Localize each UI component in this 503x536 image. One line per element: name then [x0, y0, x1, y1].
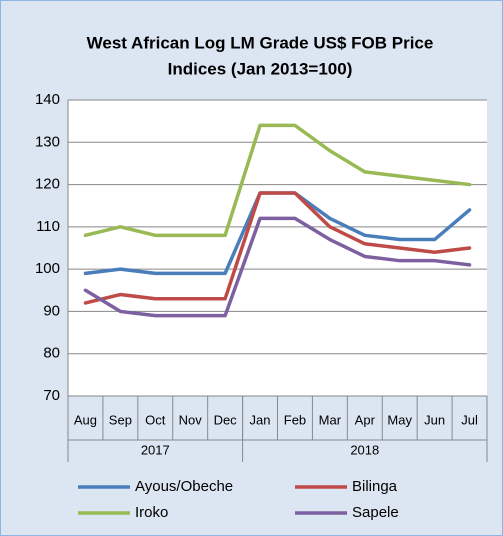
x-tick-label: Mar: [319, 412, 342, 427]
x-tick-label: Aug: [74, 412, 97, 427]
chart-title: West African Log LM Grade US$ FOB Price: [87, 33, 434, 52]
legend-label: Iroko: [135, 504, 168, 521]
x-group-label: 2018: [350, 442, 379, 457]
x-tick-label: Jul: [461, 412, 478, 427]
legend-label: Bilinga: [352, 478, 398, 495]
x-tick-label: Dec: [214, 412, 238, 427]
x-tick-label: Sep: [109, 412, 132, 427]
x-tick-label: Jun: [424, 412, 445, 427]
y-tick-label: 90: [43, 302, 60, 319]
legend-label: Sapele: [352, 504, 399, 521]
chart-title: Indices (Jan 2013=100): [168, 59, 353, 78]
x-tick-label: Feb: [284, 412, 306, 427]
x-group-label: 2017: [141, 442, 170, 457]
x-tick-label: Nov: [179, 412, 203, 427]
series-line: [83, 216, 472, 318]
x-tick-label: May: [387, 412, 412, 427]
plot-area: [68, 100, 487, 396]
series-line: [83, 191, 472, 305]
x-tick-label: Jan: [250, 412, 271, 427]
y-tick-label: 80: [43, 345, 60, 362]
x-tick-label: Oct: [145, 412, 166, 427]
legend-label: Ayous/Obeche: [135, 478, 233, 495]
series-line: [83, 123, 472, 238]
y-tick-label: 100: [35, 260, 60, 277]
y-tick-label: 130: [35, 133, 60, 150]
x-tick-label: Apr: [355, 412, 376, 427]
y-tick-label: 110: [36, 218, 60, 235]
y-tick-label: 70: [43, 387, 60, 404]
y-tick-label: 120: [35, 176, 60, 193]
y-tick-label: 140: [35, 91, 60, 108]
